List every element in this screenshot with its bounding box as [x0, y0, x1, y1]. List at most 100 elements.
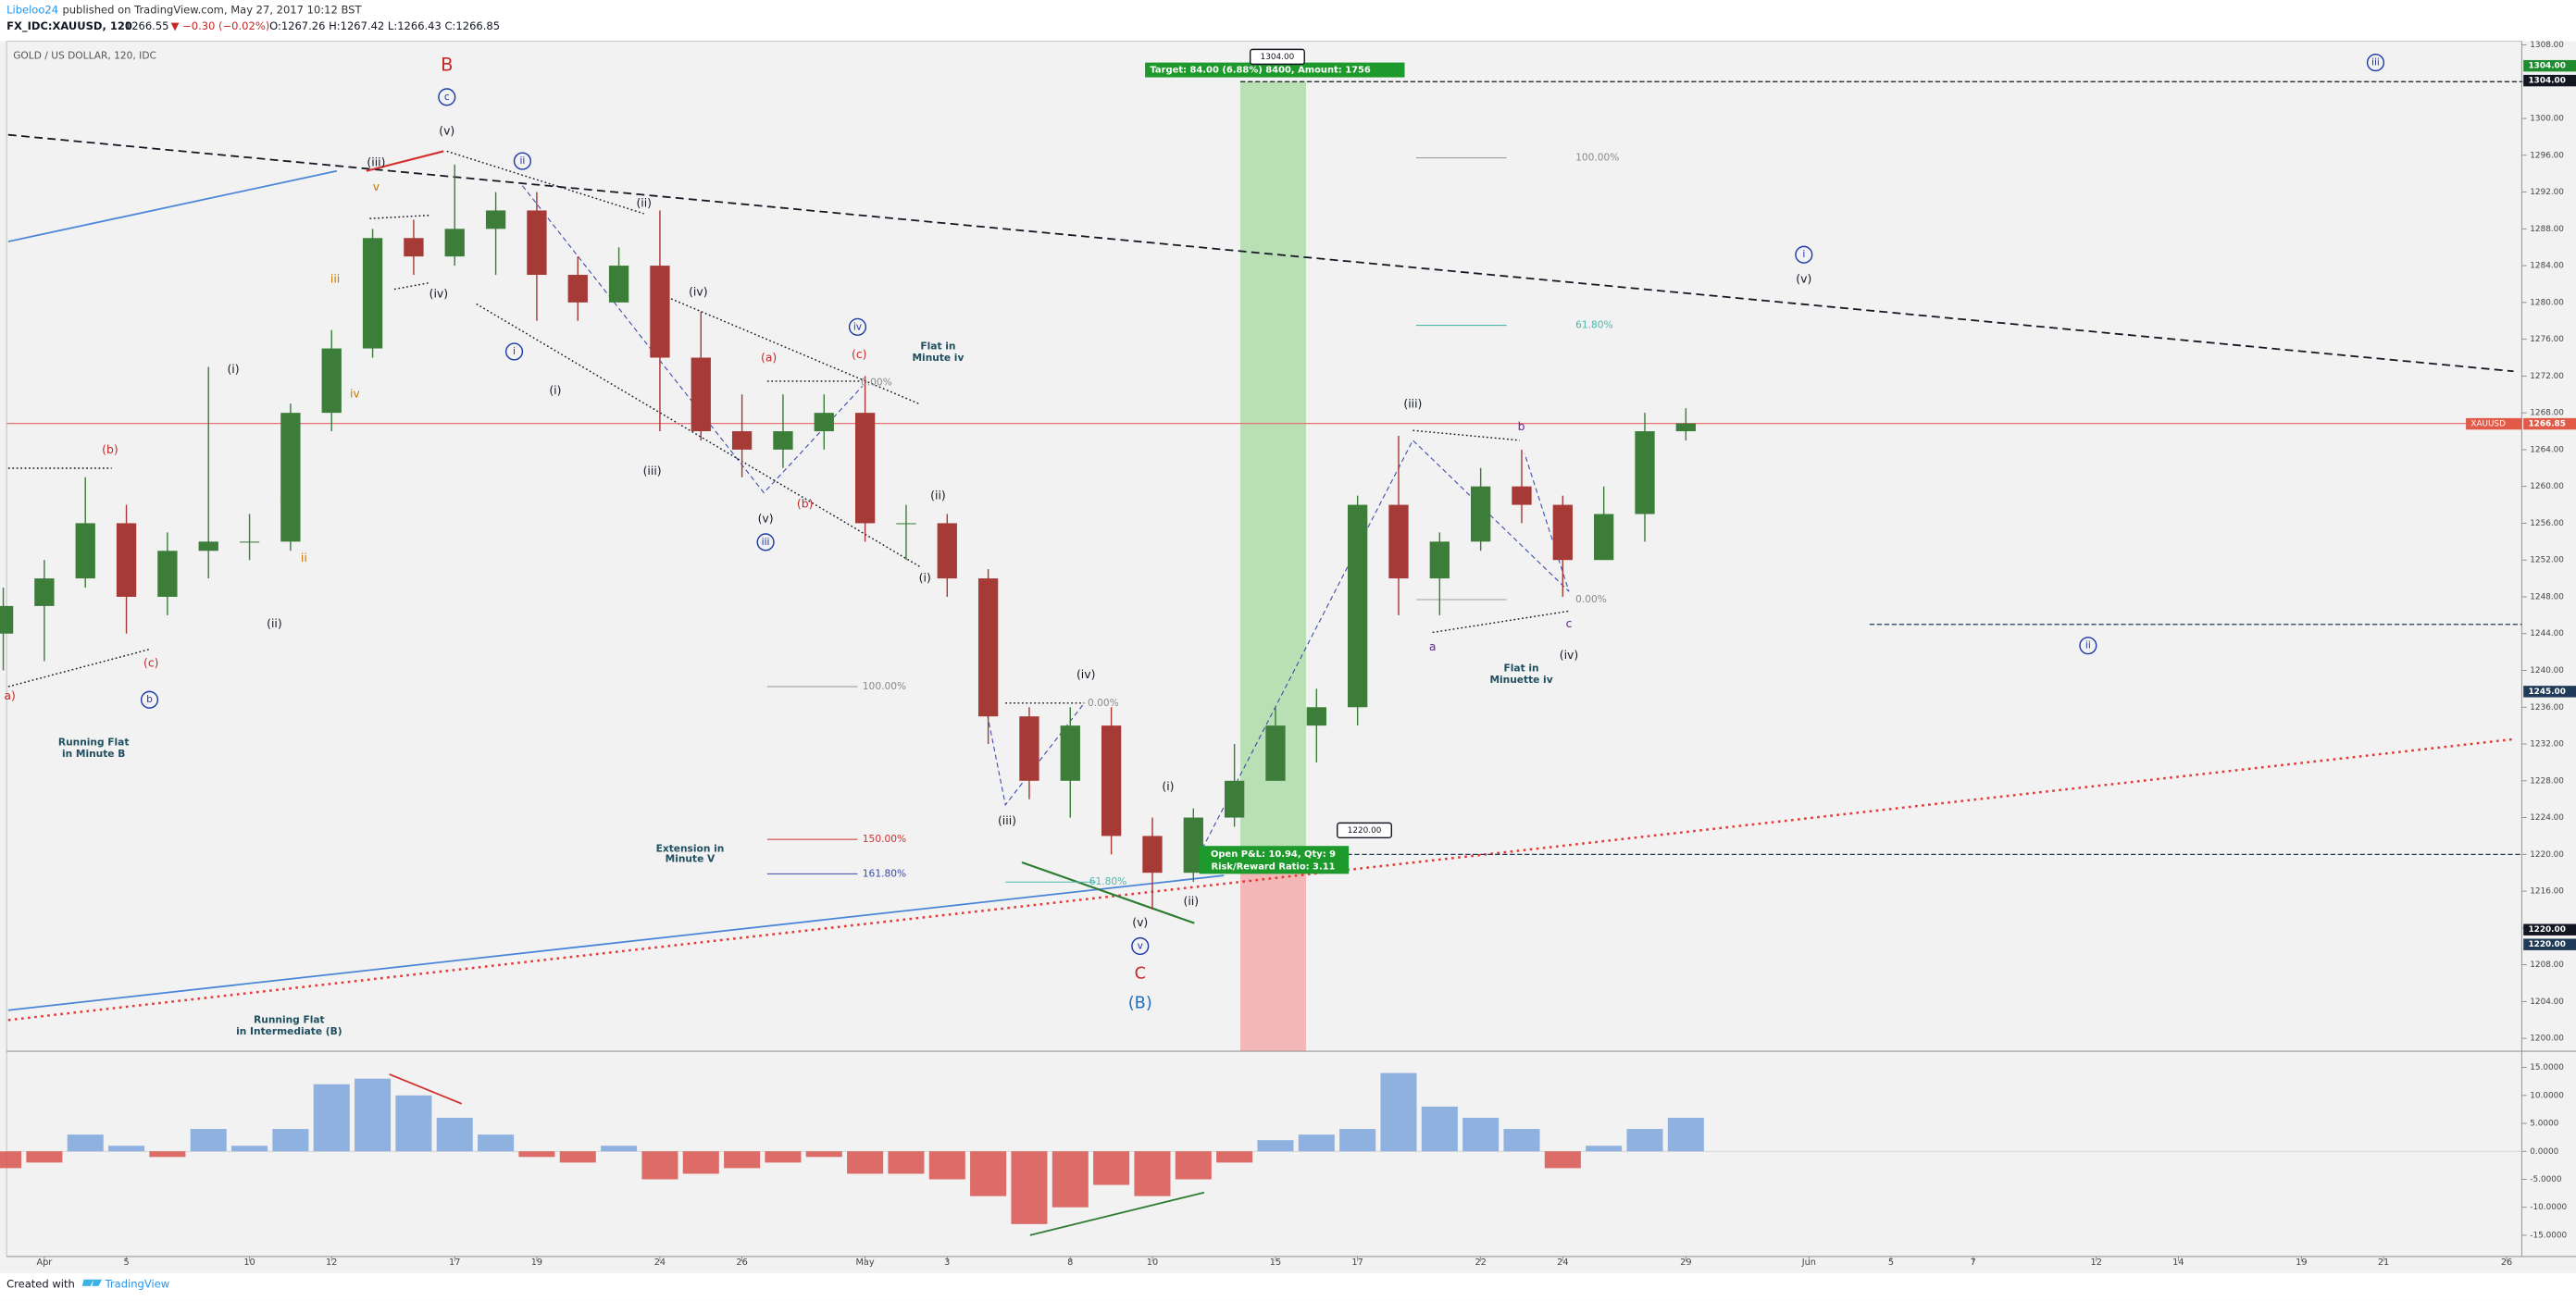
wave-label: iv — [853, 320, 862, 332]
wave-label: C — [1135, 965, 1146, 984]
ohlc: O:1267.26 H:1267.42 L:1266.43 C:1266.85 — [269, 19, 500, 32]
candle-body — [444, 229, 465, 257]
x-tick-label: 24 — [654, 1258, 666, 1268]
candle-body — [1675, 423, 1696, 432]
brand[interactable]: TradingView — [105, 1278, 170, 1291]
osc-bar — [0, 1151, 22, 1169]
price-marker: 1245.00 — [2529, 688, 2566, 697]
wave-label: ii — [301, 551, 307, 564]
note: in Intermediate (B) — [236, 1025, 342, 1037]
candle-body — [1552, 504, 1573, 561]
osc-bar — [1011, 1151, 1048, 1224]
y-tick-label: 1224.00 — [2530, 813, 2564, 823]
wave-circle — [504, 342, 524, 361]
osc-y-tick-label: -10.0000 — [2530, 1203, 2567, 1212]
candle-body — [1019, 716, 1039, 781]
x-tick-label: 14 — [2172, 1258, 2184, 1268]
candle-body — [1594, 514, 1614, 561]
osc-bar — [272, 1129, 309, 1152]
wave-label: c — [444, 91, 450, 103]
y-tick-label: 1288.00 — [2530, 225, 2564, 234]
candle-body — [1265, 725, 1286, 781]
candle-body — [527, 210, 547, 276]
y-tick-label: 1236.00 — [2530, 703, 2564, 712]
wave-label: (i) — [1162, 779, 1174, 793]
price-marker: 1220.00 — [2529, 925, 2566, 935]
wave-label: iv — [350, 387, 360, 401]
channel-line — [369, 214, 431, 219]
fib-label: 0.00% — [1088, 697, 1119, 709]
entry-box-bg — [1337, 822, 1393, 839]
x-tick-label: 12 — [326, 1258, 337, 1268]
wave-path — [1190, 439, 1570, 872]
x-tick-label: 19 — [531, 1258, 542, 1268]
x-tick-label: 26 — [2501, 1258, 2512, 1268]
author[interactable]: Libeloo24 — [6, 3, 58, 16]
osc-bar — [190, 1129, 227, 1152]
osc-bar — [1462, 1118, 1500, 1152]
y-tick-label: 1292.00 — [2530, 188, 2564, 197]
osc-bar — [231, 1146, 268, 1152]
wave-circle — [756, 533, 775, 551]
osc-y-tick-label: -15.0000 — [2530, 1231, 2567, 1240]
x-tick-label: 29 — [1680, 1258, 1691, 1268]
candle-body — [691, 357, 711, 432]
wave-label: (iii) — [643, 464, 662, 477]
y-tick-label: 1276.00 — [2530, 335, 2564, 344]
candle-body — [280, 413, 301, 542]
wave-label: ii — [519, 155, 525, 167]
fib-label: 0.00% — [861, 377, 892, 389]
y-tick-label: 1216.00 — [2530, 887, 2564, 897]
fib-label: 61.80% — [1575, 319, 1613, 331]
wave-label: a) — [4, 688, 15, 702]
osc-bar — [395, 1095, 432, 1152]
wave-label: (iii) — [367, 155, 385, 168]
y-tick-label: 1252.00 — [2530, 556, 2564, 565]
osc-bar — [1544, 1151, 1581, 1169]
candle-body — [731, 431, 753, 450]
fib-label: 150.00% — [863, 833, 906, 845]
y-tick-label: 1300.00 — [2530, 115, 2564, 124]
wave-label: v — [373, 180, 380, 193]
wave-label: (iv) — [429, 286, 448, 300]
wave-circle — [2366, 54, 2385, 72]
divergence-line — [1029, 1191, 1205, 1236]
x-tick-label: Apr — [36, 1258, 53, 1268]
pnl-bg — [1199, 846, 1350, 874]
channel-line — [1412, 429, 1520, 441]
x-tick-label: Jun — [1801, 1258, 1816, 1268]
osc-bar — [847, 1151, 884, 1174]
osc-bar — [1052, 1151, 1089, 1208]
osc-bar — [1503, 1129, 1540, 1152]
candle-body — [1183, 817, 1203, 874]
candle-body — [896, 523, 916, 525]
candle-body — [239, 541, 260, 543]
osc-y-tick-label: 15.0000 — [2530, 1063, 2564, 1072]
pnl-label: Open P&L: 10.94, Qty: 9 — [1211, 849, 1336, 860]
osc-bar — [601, 1146, 638, 1152]
wave-label: B — [441, 55, 453, 76]
wave-line — [366, 150, 444, 172]
candle-body — [814, 413, 834, 432]
candle-body — [937, 523, 957, 579]
osc-y-tick-label: -5.0000 — [2530, 1175, 2562, 1184]
wave-label: i — [1802, 248, 1805, 260]
wave-label: (v) — [1796, 271, 1811, 285]
osc-bar — [1257, 1140, 1294, 1152]
wave-label: (iv) — [1076, 667, 1095, 681]
target-bg — [1145, 62, 1405, 78]
footer-bg — [0, 1272, 2576, 1301]
osc-bar — [1134, 1151, 1171, 1196]
osc-bar — [67, 1134, 104, 1152]
y-tick-label: 1204.00 — [2530, 997, 2564, 1007]
x-tick-label: 22 — [1475, 1258, 1486, 1268]
osc-bar — [1380, 1072, 1417, 1152]
osc-bar — [1586, 1146, 1623, 1152]
candle-body — [650, 266, 670, 358]
price-marker-bg — [2523, 686, 2576, 698]
wave-label: (i) — [227, 362, 239, 376]
osc-bar — [928, 1151, 965, 1180]
wave-label: (iv) — [689, 285, 707, 299]
y-tick-label: 1260.00 — [2530, 482, 2564, 491]
